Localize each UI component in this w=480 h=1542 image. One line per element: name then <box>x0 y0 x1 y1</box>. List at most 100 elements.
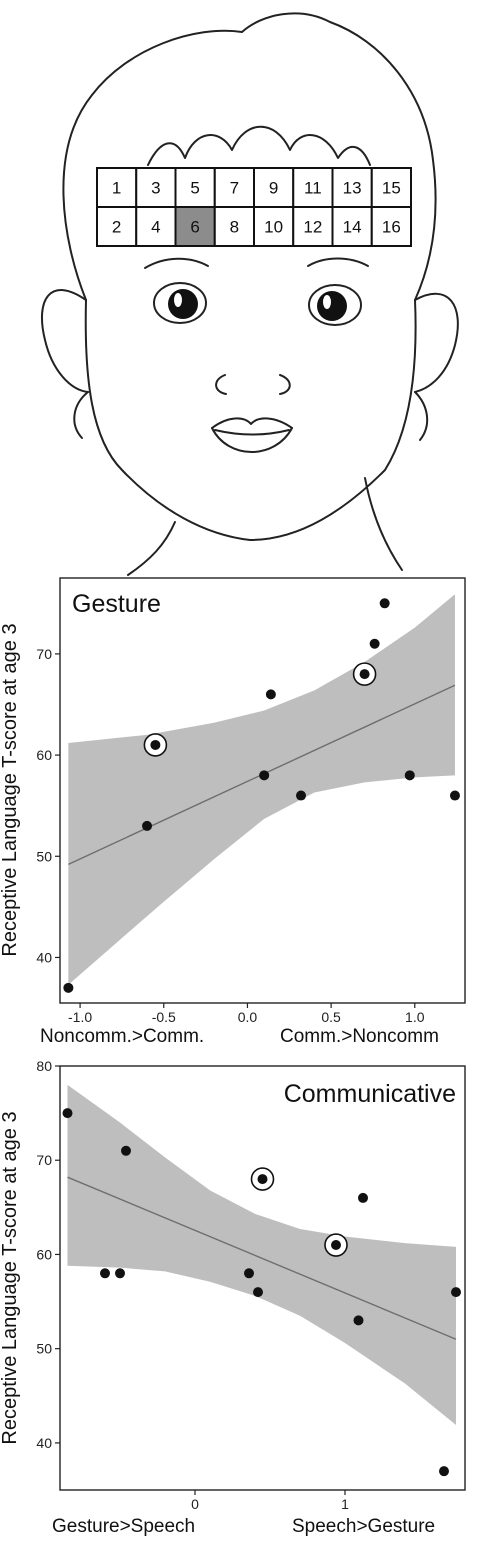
grid-cell-label-8: 8 <box>230 218 239 237</box>
communicative-chart: 40 50 60 70 80 0 1 Communicative Receptive Lan… <box>0 1058 466 1537</box>
chart-title: Gesture <box>72 590 161 618</box>
right-hair-tuft <box>414 391 429 441</box>
gesture-chart: 40 50 60 70 -1.0 -0.5 0.0 0.5 1.0 Gesture Recept… <box>0 577 466 1047</box>
right-pupil <box>317 291 347 321</box>
face-outline <box>84 299 417 541</box>
regression-line <box>67 1176 457 1340</box>
hair-outline <box>62 12 437 301</box>
grid-cell-label-15: 15 <box>382 179 401 198</box>
confidence-band <box>68 594 455 985</box>
left-pupil <box>168 289 198 319</box>
left-eye-shine <box>174 293 182 307</box>
data-point <box>331 1240 341 1251</box>
x-tick-label: 0.0 <box>238 1009 258 1025</box>
y-tick-label: 80 <box>36 1058 52 1074</box>
x-tick-label: 1 <box>341 1496 349 1512</box>
data-point <box>369 638 380 649</box>
x-label-left: Gesture>Speech <box>52 1516 195 1537</box>
grid-cell-label-12: 12 <box>303 218 322 237</box>
x-tick-label: 0 <box>191 1496 199 1512</box>
data-point <box>353 1315 364 1326</box>
grid-cell-label-11: 11 <box>304 179 322 198</box>
y-tick-label: 50 <box>36 848 52 864</box>
chart-title: Communicative <box>284 1080 456 1108</box>
y-tick-label: 40 <box>36 949 52 965</box>
nose-left <box>215 374 227 395</box>
left-ear <box>41 289 89 393</box>
plot-frame <box>59 1065 466 1491</box>
y-axis-title: Receptive Language T-score at age 3 <box>0 623 21 956</box>
data-point <box>244 1268 254 1279</box>
grid-cell-11 <box>292 167 334 208</box>
grid-cell-label-9: 9 <box>269 179 278 198</box>
x-label-right: Speech>Gesture <box>292 1516 435 1537</box>
grid-cell-16 <box>370 206 412 247</box>
grid-cell-label-4: 4 <box>151 218 160 237</box>
x-tick-label: 1.0 <box>405 1009 425 1025</box>
left-eyebrow <box>144 257 209 269</box>
lower-lip <box>211 427 293 453</box>
fringe-line <box>147 125 371 166</box>
nose-right <box>279 374 291 395</box>
data-point <box>142 820 153 831</box>
grid-cell-label-14: 14 <box>343 218 362 237</box>
grid-cell-10 <box>253 206 295 247</box>
confidence-band <box>67 1084 456 1425</box>
data-point <box>449 790 460 801</box>
grid-cell-6 <box>174 206 216 247</box>
data-point <box>100 1268 110 1279</box>
grid-cell-label-13: 13 <box>343 179 362 198</box>
x-tick-label: -0.5 <box>152 1009 176 1025</box>
child-head-illustration <box>41 12 459 576</box>
data-point <box>62 1108 73 1119</box>
data-point <box>121 1145 131 1156</box>
plot-frame <box>59 577 466 1004</box>
grid-cell-label-10: 10 <box>264 218 283 237</box>
grid-cell-label-1: 1 <box>112 179 121 198</box>
data-point <box>358 1192 368 1203</box>
y-axis-title: Receptive Language T-score at age 3 <box>0 1111 21 1444</box>
neck-right <box>364 477 403 571</box>
data-point <box>115 1268 125 1279</box>
grid-cell-9 <box>253 167 295 208</box>
y-tick-label: 40 <box>36 1435 52 1451</box>
data-point <box>439 1466 449 1477</box>
grid-cell-5 <box>174 167 216 208</box>
grid-cell-label-2: 2 <box>112 218 121 237</box>
data-point <box>265 689 276 700</box>
data-point <box>150 739 161 750</box>
data-point <box>257 1174 268 1185</box>
upper-lip <box>211 417 293 429</box>
left-hair-tuft <box>73 391 89 439</box>
data-point <box>253 1287 263 1298</box>
data-point <box>379 598 390 609</box>
y-tick-label: 60 <box>36 1246 52 1262</box>
grid-cell-label-16: 16 <box>382 218 401 237</box>
right-eyebrow <box>307 257 369 267</box>
y-tick-label: 60 <box>36 747 52 763</box>
y-tick-label: 70 <box>36 1152 52 1168</box>
neck-left <box>127 521 176 576</box>
grid-cell-15 <box>370 167 412 208</box>
right-ear <box>414 292 459 393</box>
data-point <box>295 790 306 801</box>
right-eye-shine <box>323 295 331 309</box>
grid-cell-label-7: 7 <box>230 179 239 198</box>
x-label-left: Noncomm.>Comm. <box>40 1026 204 1047</box>
data-point <box>63 982 74 993</box>
y-tick-label: 70 <box>36 646 52 662</box>
x-tick-label: 0.5 <box>321 1009 341 1025</box>
mouth-line <box>214 429 290 436</box>
grid-cell-label-6: 6 <box>190 218 199 237</box>
data-point <box>259 770 270 781</box>
x-label-right: Comm.>Noncomm <box>280 1026 439 1047</box>
data-point <box>451 1287 461 1298</box>
grid-cell-12 <box>292 206 334 247</box>
electrode-grid: 1 3 5 7 9 11 13 152 4 6 8 10 12 14 16 <box>96 167 412 247</box>
data-point <box>404 770 415 781</box>
data-point <box>359 669 370 680</box>
grid-cell-label-5: 5 <box>190 179 199 198</box>
x-tick-label: -1.0 <box>68 1009 92 1025</box>
y-tick-label: 50 <box>36 1341 52 1357</box>
